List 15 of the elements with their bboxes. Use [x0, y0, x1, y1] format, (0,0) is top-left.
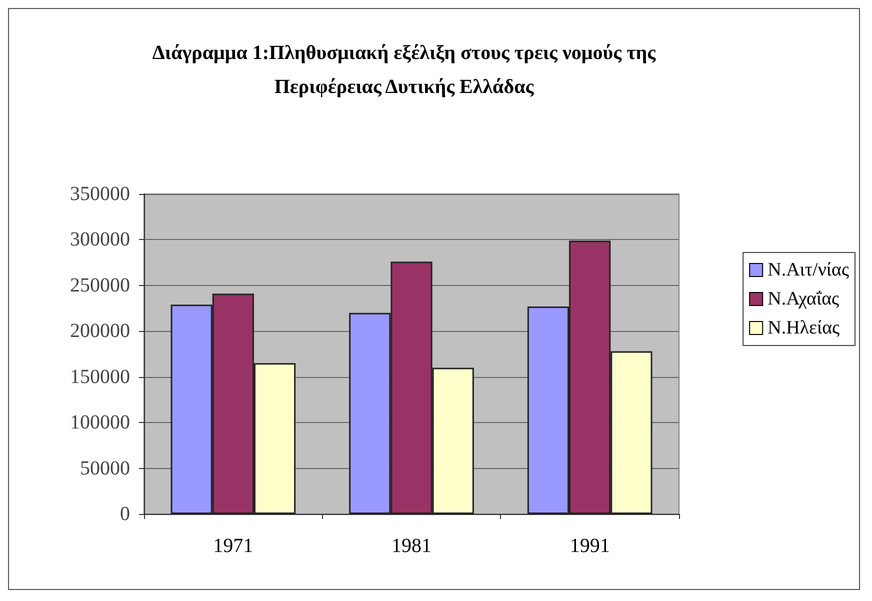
- x-tick-label: 1981: [392, 535, 432, 557]
- y-tick-label: 350000: [70, 183, 130, 205]
- y-tick-label: 150000: [70, 366, 130, 388]
- y-tick-label: 300000: [70, 228, 130, 251]
- y-tick-label: 50000: [80, 457, 130, 480]
- y-tick-label: 0: [120, 503, 130, 525]
- y-tick-label: 100000: [70, 412, 130, 434]
- y-tick-label: 200000: [70, 320, 130, 342]
- y-tick-label: 250000: [70, 274, 130, 296]
- x-tick-label: 1971: [213, 535, 254, 557]
- legend-label: Ν.Αιτ/νίας: [768, 260, 850, 280]
- x-tick-label: 1991: [570, 535, 610, 557]
- legend-label: Ν.Ηλείας: [768, 318, 840, 338]
- chart-title: Διάγραμμα 1:Πληθυσμιακή εξέλιξη στους τρεις νομούς της Περιφέρειας Δυτικής Ελλάδας: [152, 42, 656, 98]
- legend-label: Ν.Αχαΐας: [768, 288, 840, 310]
